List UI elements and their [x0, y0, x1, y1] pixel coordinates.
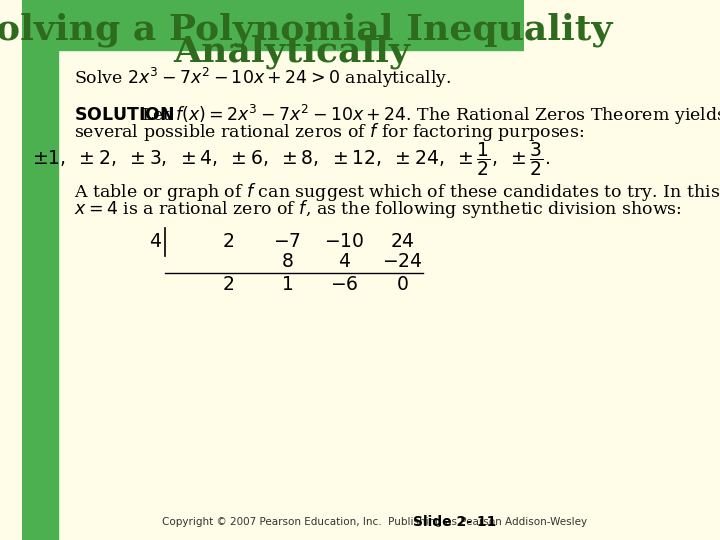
- Text: $-10$: $-10$: [324, 233, 364, 251]
- Text: $2$: $2$: [222, 233, 234, 251]
- Bar: [22, 0, 58, 540]
- Text: Let $f(x) = 2x^3 - 7x^2 - 10x + 24$. The Rational Zeros Theorem yields: Let $f(x) = 2x^3 - 7x^2 - 10x + 24$. The…: [140, 103, 720, 127]
- Text: $0$: $0$: [396, 276, 408, 294]
- Text: $-7$: $-7$: [273, 233, 301, 251]
- Bar: [58, 0, 524, 50]
- Text: $4$: $4$: [338, 253, 351, 271]
- Text: Solving a Polynomial Inequality: Solving a Polynomial Inequality: [0, 13, 613, 47]
- Text: $-6$: $-6$: [330, 276, 359, 294]
- Text: $\mathbf{SOLUTION}$: $\mathbf{SOLUTION}$: [74, 106, 175, 124]
- Text: $2$: $2$: [222, 276, 234, 294]
- Text: several possible rational zeros of $f$ for factoring purposes:: several possible rational zeros of $f$ f…: [74, 121, 585, 143]
- Text: Analytically: Analytically: [173, 35, 410, 69]
- Text: $4$: $4$: [148, 233, 161, 251]
- Text: A table or graph of $f$ can suggest which of these candidates to try. In this ca: A table or graph of $f$ can suggest whic…: [74, 181, 720, 203]
- Text: $24$: $24$: [390, 233, 415, 251]
- Text: $-24$: $-24$: [382, 253, 423, 271]
- Text: $x = 4$ is a rational zero of $f$, as the following synthetic division shows:: $x = 4$ is a rational zero of $f$, as th…: [74, 198, 683, 220]
- Text: $1$: $1$: [281, 276, 293, 294]
- Text: $8$: $8$: [281, 253, 294, 271]
- Text: Slide 2- 11: Slide 2- 11: [413, 515, 496, 529]
- Text: Solve $2x^3 - 7x^2 - 10x + 24 > 0$ analytically.: Solve $2x^3 - 7x^2 - 10x + 24 > 0$ analy…: [74, 66, 451, 90]
- Text: $\pm 1,\ \pm 2,\ \pm 3,\ \pm 4,\ \pm 6,\ \pm 8,\ \pm 12,\ \pm 24,\ \pm\dfrac{1}{: $\pm 1,\ \pm 2,\ \pm 3,\ \pm 4,\ \pm 6,\…: [32, 140, 550, 178]
- Text: Copyright © 2007 Pearson Education, Inc.  Publishing as Pearson Addison-Wesley: Copyright © 2007 Pearson Education, Inc.…: [161, 517, 587, 527]
